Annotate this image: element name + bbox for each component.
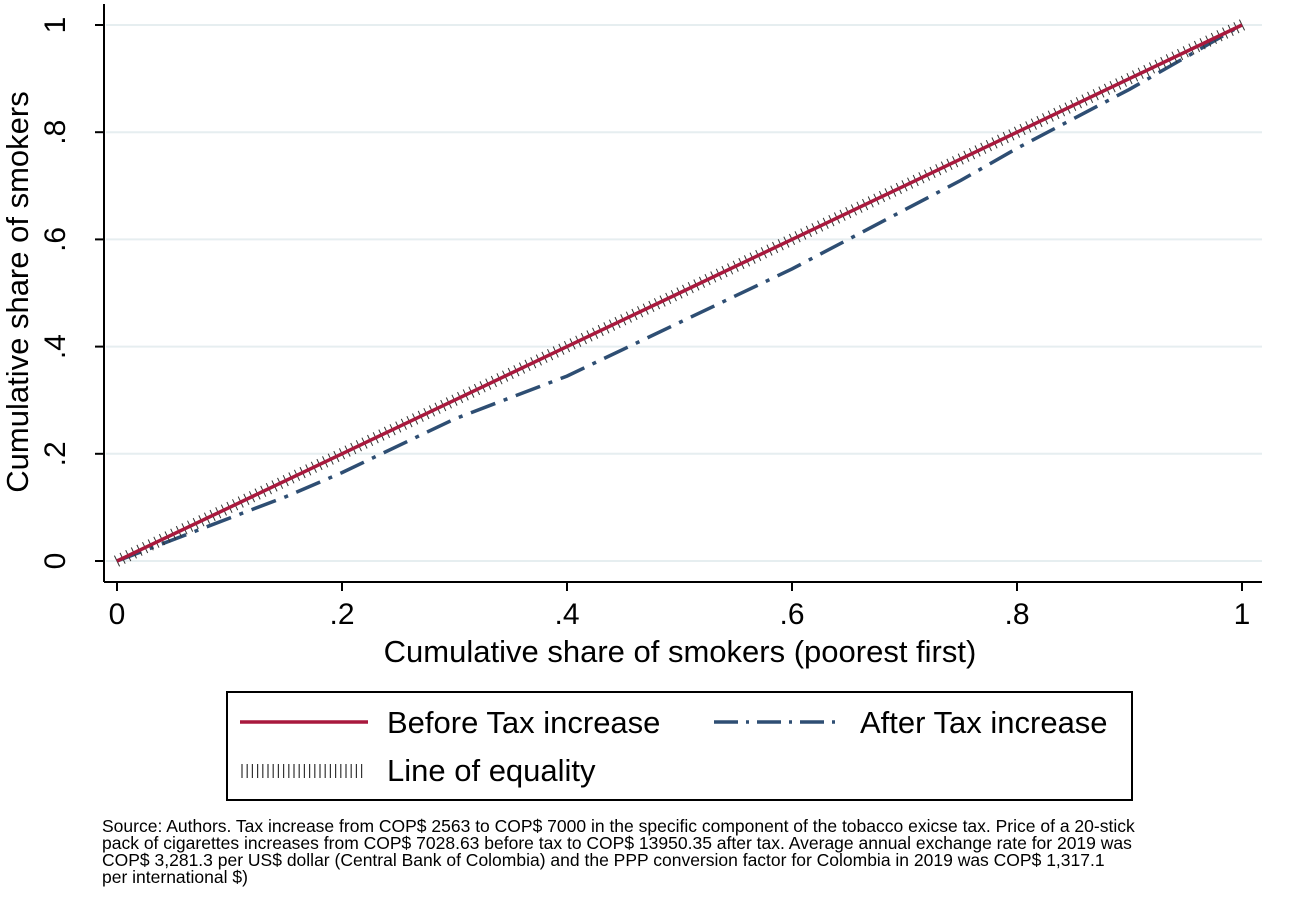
series-line-after-tax — [116, 23, 1243, 563]
legend: Before Tax increase After Tax increase L… — [226, 691, 1133, 801]
x-tick-label: .4 — [554, 598, 579, 631]
legend-frame — [226, 691, 1133, 801]
legend-item-after: After Tax increase — [714, 705, 1108, 740]
x-tick-label: .6 — [779, 598, 804, 631]
y-axis-title: Cumulative share of smokers — [0, 91, 35, 492]
y-tick-label: 0 — [39, 553, 72, 570]
x-tick-label: .2 — [329, 598, 354, 631]
x-tick-label: .8 — [1004, 598, 1029, 631]
source-note: Source: Authors. Tax increase from COP$ … — [102, 816, 1135, 887]
series-line-before-tax — [116, 23, 1243, 563]
x-tick-label: 0 — [109, 598, 126, 631]
legend-item-equality: Line of equality — [241, 753, 596, 788]
grid-lines — [106, 24, 1262, 562]
x-tick-label: 1 — [1234, 598, 1251, 631]
y-tick-label: .6 — [39, 227, 72, 252]
x-axis-title: Cumulative share of smokers (poorest fir… — [384, 634, 977, 669]
y-ticks: 0 .2 .4 .6 .8 1 — [39, 17, 104, 570]
y-tick-label: .4 — [39, 334, 72, 359]
legend-label-before: Before Tax increase — [387, 705, 660, 740]
axes — [103, 4, 1262, 583]
legend-label-equality: Line of equality — [387, 753, 596, 788]
legend-item-before: Before Tax increase — [240, 705, 660, 740]
y-tick-label: 1 — [39, 17, 72, 34]
x-ticks: 0 .2 .4 .6 .8 1 — [109, 582, 1251, 631]
legend-swatch-equality — [241, 764, 363, 778]
y-tick-label: .8 — [39, 120, 72, 145]
legend-label-after: After Tax increase — [860, 705, 1108, 740]
lorenz-chart: 0 .2 .4 .6 .8 1 0 .2 .4 .6 .8 1 Cumulative share o… — [0, 4, 1262, 801]
y-tick-label: .2 — [39, 441, 72, 466]
series-layer — [113, 19, 1246, 567]
